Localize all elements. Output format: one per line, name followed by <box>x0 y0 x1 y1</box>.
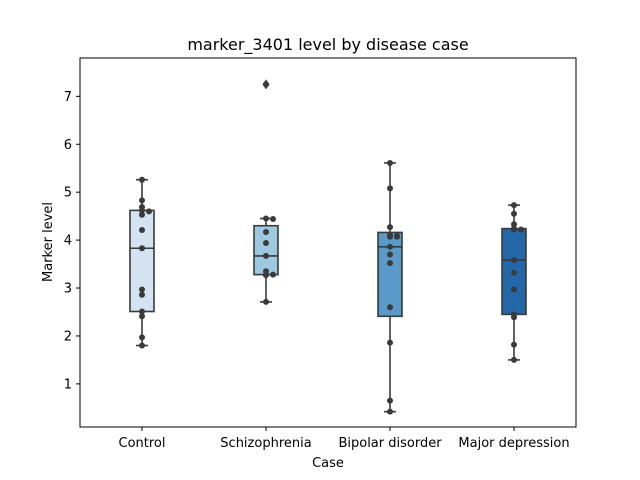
y-tick-label: 2 <box>64 329 72 344</box>
data-point <box>387 243 393 250</box>
point-group <box>263 81 276 305</box>
data-point <box>387 408 393 415</box>
data-point <box>263 239 269 246</box>
data-point <box>511 221 517 228</box>
x-tick-label: Control <box>119 436 166 451</box>
y-tick-label: 5 <box>64 186 72 201</box>
data-point <box>387 260 393 267</box>
x-tick-label: Major depression <box>458 436 569 451</box>
plot-layer <box>129 79 527 415</box>
data-point <box>387 224 393 231</box>
data-point <box>511 257 517 264</box>
data-point <box>511 341 517 348</box>
plot-frame <box>79 57 577 428</box>
data-point <box>139 308 145 315</box>
y-tick-label: 6 <box>64 138 72 153</box>
point-group <box>511 202 524 363</box>
data-point <box>146 208 152 215</box>
data-point <box>139 176 145 183</box>
data-point <box>511 210 517 217</box>
data-point <box>139 211 145 218</box>
data-point <box>263 81 269 88</box>
y-tick-label: 4 <box>64 234 72 249</box>
data-point <box>387 397 393 404</box>
data-point <box>387 251 393 258</box>
data-point <box>263 252 269 259</box>
x-axis-label: Case <box>312 456 344 471</box>
data-point <box>139 207 145 214</box>
y-tick-label: 7 <box>64 90 72 105</box>
chart-title: marker_3401 level by disease case <box>187 35 468 55</box>
data-point <box>511 202 517 209</box>
data-point <box>139 291 145 298</box>
data-point <box>263 298 269 305</box>
y-axis-label: Marker level <box>41 202 56 282</box>
data-point <box>139 334 145 341</box>
data-point <box>139 197 145 204</box>
data-point <box>139 286 145 293</box>
data-point <box>518 226 524 233</box>
x-tick-label: Schizophrenia <box>220 436 311 451</box>
data-point <box>511 356 517 363</box>
data-point <box>394 233 400 240</box>
x-tick-label: Bipolar disorder <box>338 436 442 451</box>
data-point <box>387 159 393 166</box>
data-point <box>139 342 145 349</box>
data-point <box>511 314 517 321</box>
data-point <box>387 339 393 346</box>
data-point <box>387 185 393 192</box>
data-point <box>263 215 269 222</box>
data-point <box>139 227 145 234</box>
y-tick-label: 1 <box>64 377 72 392</box>
y-tick-label: 3 <box>64 282 72 297</box>
data-point <box>387 233 393 240</box>
axis-layer: 1 2 3 4 5 6 7 Control Schizophrenia Bipolar disor… <box>64 90 570 451</box>
box-group <box>377 162 403 413</box>
point-group <box>139 176 152 349</box>
data-point <box>263 272 269 279</box>
data-point <box>263 228 269 235</box>
data-point <box>511 269 517 276</box>
data-point <box>511 286 517 293</box>
point-group <box>387 159 400 415</box>
data-point <box>511 226 517 233</box>
data-point <box>139 313 145 320</box>
data-point <box>139 245 145 252</box>
data-point <box>270 216 276 223</box>
data-point <box>387 304 393 311</box>
data-point <box>270 271 276 278</box>
